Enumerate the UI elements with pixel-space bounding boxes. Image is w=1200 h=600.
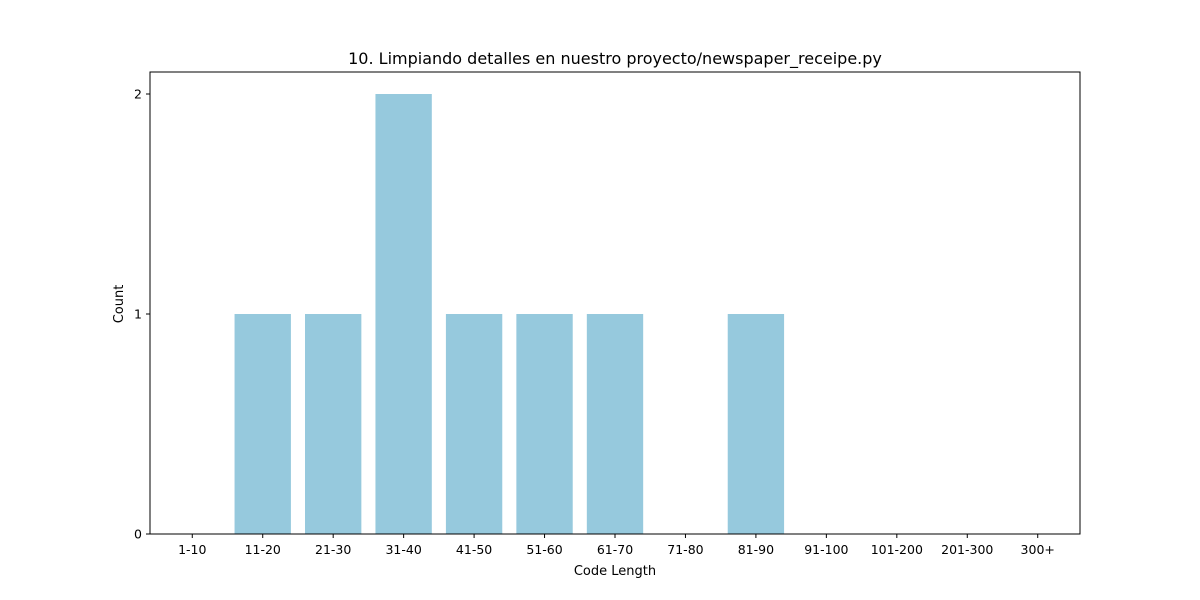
bar-11-20 bbox=[234, 314, 291, 534]
x-tick-label: 101-200 bbox=[871, 542, 923, 557]
x-axis-ticks: 1-10 11-20 21-30 31-40 41-50 51-60 61-70 71-80 8… bbox=[178, 534, 1055, 557]
x-tick-label: 61-70 bbox=[597, 542, 633, 557]
bar-31-40 bbox=[375, 94, 432, 534]
chart-title: 10. Limpiando detalles en nuestro proyec… bbox=[348, 49, 882, 69]
x-tick-label: 21-30 bbox=[315, 542, 351, 557]
bars-group bbox=[234, 94, 785, 534]
bar-51-60 bbox=[516, 314, 573, 534]
y-tick-label: 2 bbox=[134, 87, 142, 102]
x-tick-label: 41-50 bbox=[456, 542, 492, 557]
x-tick-label: 71-80 bbox=[667, 542, 703, 557]
y-tick-label: 0 bbox=[134, 527, 142, 542]
plot-area-frame bbox=[149, 71, 1081, 535]
x-axis-label: Code Length bbox=[574, 564, 656, 579]
x-tick-label: 81-90 bbox=[738, 542, 774, 557]
bar-81-90 bbox=[727, 314, 785, 534]
x-tick-label: 51-60 bbox=[526, 542, 562, 557]
x-tick-label: 11-20 bbox=[245, 542, 281, 557]
x-tick-label: 300+ bbox=[1021, 542, 1055, 557]
bar-61-70 bbox=[586, 314, 644, 534]
bar-21-30 bbox=[305, 314, 362, 534]
x-tick-label: 201-300 bbox=[941, 542, 993, 557]
bar-41-50 bbox=[445, 314, 503, 534]
y-axis-ticks: 0 1 2 bbox=[134, 87, 150, 542]
x-tick-label: 1-10 bbox=[178, 542, 206, 557]
y-tick-label: 1 bbox=[134, 307, 142, 322]
x-tick-label: 31-40 bbox=[385, 542, 421, 557]
x-tick-label: 91-100 bbox=[804, 542, 848, 557]
y-axis-label: Count bbox=[112, 285, 127, 324]
